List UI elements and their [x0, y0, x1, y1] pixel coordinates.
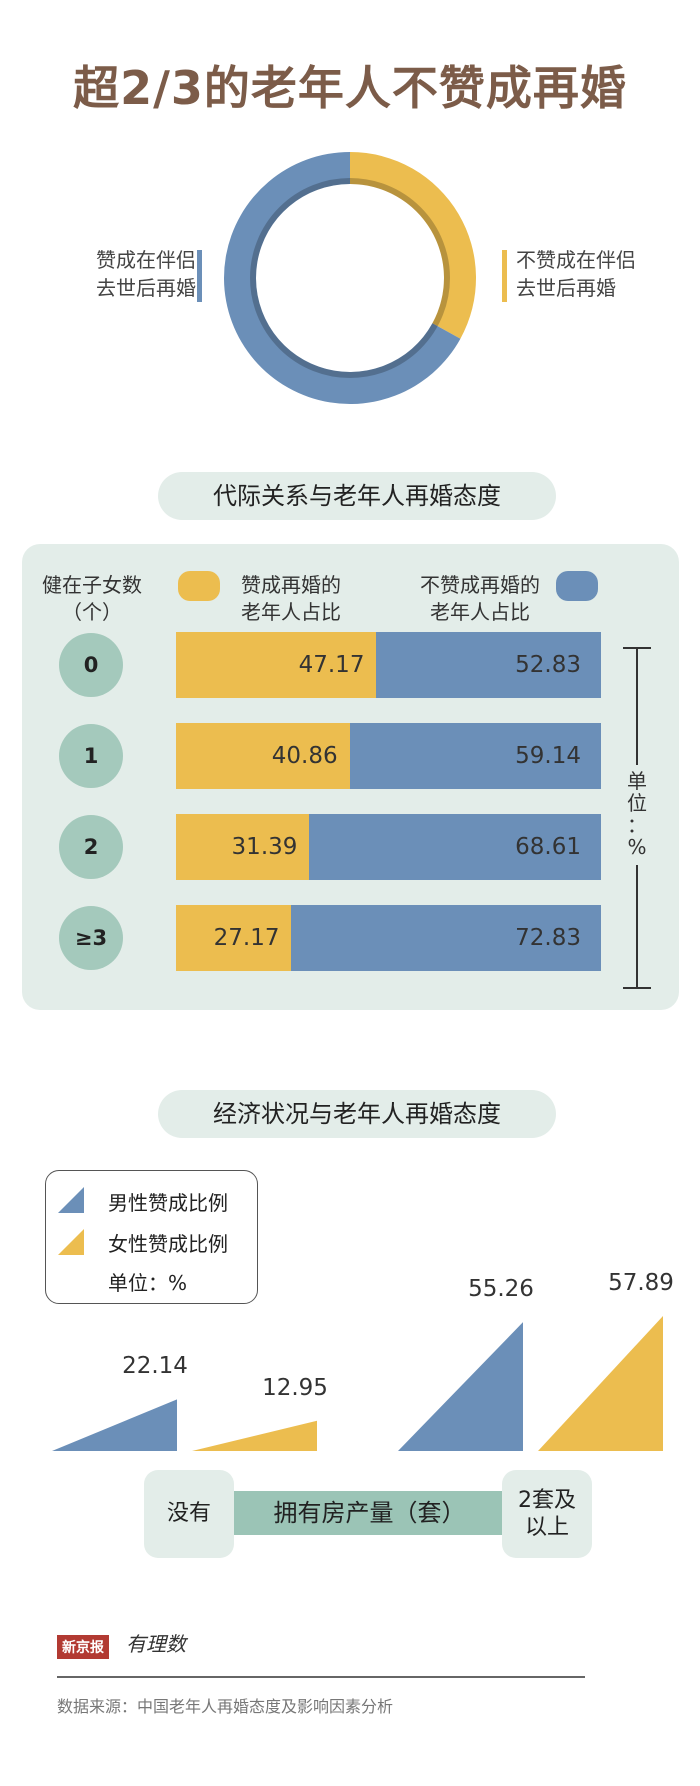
stacked-bar-row: 47.17 52.83: [176, 632, 601, 698]
value-label-favor: 47.17: [298, 652, 365, 678]
triangle-female-1: [538, 1316, 663, 1451]
legend-female: 女性赞成比例: [108, 1232, 228, 1256]
stacked-bar-row: 31.39 68.61: [176, 814, 601, 880]
donut-inner-shadow: [250, 178, 450, 378]
brand-logo: 新京报: [57, 1635, 109, 1659]
bar-segment-against: [349, 723, 601, 789]
donut-label-against: 不赞成在伴侣 去世后再婚: [516, 248, 636, 300]
triangle-female-0: [192, 1420, 317, 1451]
triangle-value-label: 12.95: [262, 1374, 328, 1401]
housing-axis: 拥有房产量（套）: [232, 1491, 507, 1535]
bar-segment-against: [376, 632, 601, 698]
brand-logo-2: 有理数: [126, 1632, 186, 1656]
children-count-1: 1: [59, 724, 123, 788]
donut-label-favor: 赞成在伴侣 去世后再婚: [96, 248, 196, 300]
value-label-favor: 31.39: [231, 834, 298, 860]
axis-start-none: 没有: [144, 1470, 234, 1558]
data-source: 数据来源：中国老年人再婚态度及影响因素分析: [57, 1697, 394, 1716]
page-title: 超2/3的老年人不赞成再婚: [73, 61, 627, 115]
legend-against: 不赞成再婚的 老年人占比: [420, 573, 540, 624]
triangle-value-label: 57.89: [608, 1270, 674, 1296]
donut-tick-favor: [197, 250, 202, 302]
value-label-favor: 40.86: [271, 743, 338, 769]
footer-divider: [57, 1676, 585, 1678]
donut-section: 赞成在伴侣 去世后再婚 不赞成在伴侣 去世后再婚: [0, 150, 700, 410]
legend-unit: 单位：%: [108, 1271, 188, 1295]
legend-female-marker: [58, 1229, 84, 1255]
donut-tick-against: [502, 250, 507, 302]
value-label-against: 68.61: [515, 834, 581, 860]
bar-segment-favor: [176, 632, 377, 698]
unit-label-vertical: 单 位 ： %: [627, 769, 647, 859]
children-count-header: 健在子女数 （个）: [42, 573, 142, 624]
section-title-intergenerational: 代际关系与老年人再婚态度: [158, 472, 556, 520]
triangle-value-label: 22.14: [122, 1353, 188, 1380]
triangle-value-label: 55.26: [468, 1276, 534, 1303]
triangle-male-1: [398, 1322, 523, 1451]
triangle-male-0: [52, 1399, 177, 1451]
donut-chart: [224, 152, 477, 404]
legend-swatch-against: [556, 571, 598, 601]
triangle-legend: 男性赞成比例 女性赞成比例 单位：%: [45, 1170, 258, 1304]
bar-segment-favor: [176, 905, 292, 971]
value-label-favor: 27.17: [213, 925, 280, 951]
legend-male-marker: [58, 1187, 84, 1213]
donut-slice-0: [350, 152, 477, 339]
bar-segment-against: [291, 905, 601, 971]
axis-end-two-plus: 2套及 以上: [502, 1470, 592, 1558]
bar-segment-favor: [176, 723, 350, 789]
value-label-against: 72.83: [515, 925, 581, 951]
bar-segment-against: [309, 814, 601, 880]
legend-swatch-favor: [178, 571, 220, 601]
value-label-against: 59.14: [515, 743, 581, 769]
legend-male: 男性赞成比例: [108, 1191, 228, 1215]
children-count-3: ≥3: [59, 906, 123, 970]
stacked-bar-row: 27.17 72.83: [176, 905, 601, 971]
value-label-against: 52.83: [515, 652, 581, 678]
stacked-bar-row: 40.86 59.14: [176, 723, 601, 789]
legend-favor: 赞成再婚的 老年人占比: [241, 573, 341, 624]
children-count-2: 2: [59, 815, 123, 879]
section-title-economic: 经济状况与老年人再婚态度: [158, 1090, 556, 1138]
children-count-0: 0: [59, 633, 123, 697]
bar-segment-favor: [176, 814, 310, 880]
